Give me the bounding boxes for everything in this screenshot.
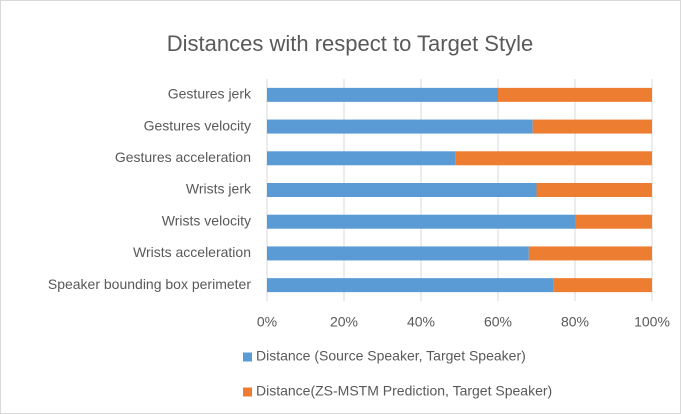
y-tick-label: Gestures velocity bbox=[144, 117, 251, 133]
legend-swatch bbox=[243, 387, 252, 397]
y-tick-label: Wrists velocity bbox=[162, 212, 251, 228]
bar-segment bbox=[553, 278, 652, 293]
bar-segment bbox=[532, 119, 652, 134]
x-tick-label: 40% bbox=[407, 314, 435, 330]
bar-segment bbox=[267, 183, 537, 197]
bar-segment bbox=[455, 151, 652, 166]
bar-segment bbox=[267, 87, 498, 102]
x-tick-label: 60% bbox=[484, 314, 512, 330]
y-tick-label: Speaker bounding box perimeter bbox=[48, 276, 251, 292]
bar-segment bbox=[267, 214, 575, 229]
x-tick-label: 100% bbox=[634, 314, 670, 330]
legend-swatch bbox=[243, 352, 252, 362]
x-tick-label: 20% bbox=[330, 314, 358, 330]
bar-segment bbox=[267, 119, 533, 134]
chart-title: Distances with respect to Target Style bbox=[167, 31, 533, 56]
legend-label: Distance (Source Speaker, Target Speaker… bbox=[256, 348, 526, 364]
bar-segment bbox=[267, 278, 554, 293]
y-tick-label: Gestures jerk bbox=[168, 86, 252, 102]
y-tick-label: Gestures acceleration bbox=[115, 149, 251, 165]
bar-segment bbox=[575, 214, 652, 229]
bar-segment bbox=[528, 246, 652, 261]
y-tick-label: Wrists jerk bbox=[186, 181, 252, 197]
bar-segment bbox=[498, 87, 652, 102]
bar-segment bbox=[267, 246, 529, 261]
legend-label: Distance(ZS-MSTM Prediction, Target Spea… bbox=[256, 383, 552, 399]
bar-segment bbox=[267, 151, 456, 166]
x-tick-label: 0% bbox=[257, 314, 277, 330]
bar-segment bbox=[536, 183, 652, 197]
x-tick-label: 80% bbox=[561, 314, 589, 330]
y-tick-label: Wrists acceleration bbox=[133, 244, 251, 260]
